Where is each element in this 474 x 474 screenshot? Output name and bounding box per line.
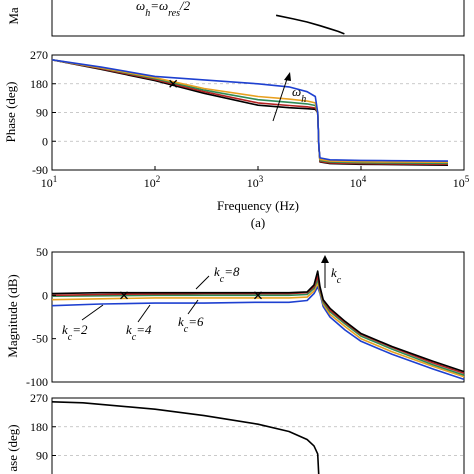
omega-arrow-head bbox=[284, 72, 291, 81]
x-tick-label: 103 bbox=[247, 174, 264, 190]
x-marker bbox=[169, 79, 178, 88]
series-line-a_phase-1 bbox=[51, 59, 449, 166]
panel-a-magnitude-ylabel: Ma bbox=[6, 7, 21, 25]
x-marker bbox=[120, 291, 128, 300]
y-tick-label: 180 bbox=[30, 420, 48, 434]
series-line-a_phase-3 bbox=[51, 59, 449, 164]
kc2-label: kc=2 bbox=[62, 322, 88, 343]
kc-label: kc bbox=[331, 265, 342, 286]
y-tick-label: 90 bbox=[36, 449, 48, 463]
y-tick-label: 0 bbox=[42, 134, 48, 148]
series-line-b_magnitude-4 bbox=[51, 270, 465, 373]
series-line-a_magnitude-0 bbox=[275, 14, 345, 35]
kc8-arrow bbox=[195, 275, 210, 290]
y-tick-label: 50 bbox=[36, 245, 48, 259]
top-formula-label: ωh=ωres/2 bbox=[136, 0, 191, 19]
panel-b-phase: 90 180 270 ase (deg) bbox=[5, 391, 465, 474]
y-tick-label: -50 bbox=[32, 332, 48, 346]
series-line-b_magnitude-0 bbox=[51, 285, 465, 381]
x-tick-label: 101 bbox=[41, 174, 58, 190]
y-tick-label: 0 bbox=[42, 288, 48, 302]
panel-b-phase-ylabel: ase (deg) bbox=[5, 424, 20, 471]
panel-a-caption: (a) bbox=[251, 215, 265, 230]
omega-arrow bbox=[272, 75, 289, 122]
panel-a-phase: -90 0 90 180 270 101 102 103 104 105 Phase (deg)… bbox=[3, 48, 470, 230]
series-line-a_phase-2 bbox=[51, 59, 449, 165]
panel-b-magnitude-ylabel: Magnitude (dB) bbox=[5, 274, 20, 357]
kc-arrow-head bbox=[321, 255, 329, 263]
kc4-arrow bbox=[137, 304, 151, 323]
kc8-label: kc=8 bbox=[214, 264, 240, 285]
kc6-label: kc=6 bbox=[178, 314, 204, 335]
panel-a-magnitude: Ma ωh=ωres/2 bbox=[6, 0, 465, 37]
series-line-b_magnitude-1 bbox=[51, 282, 465, 378]
panel-b-magnitude: -100 -50 0 50 Magnitude (dB) kc=8 kc=2 kc=4… bbox=[5, 245, 465, 389]
panel-a-phase-ylabel: Phase (deg) bbox=[3, 81, 18, 142]
y-tick-label: -90 bbox=[32, 163, 48, 177]
y-tick-label: 90 bbox=[36, 106, 48, 120]
omega-h-label: ωh bbox=[292, 84, 306, 105]
kc6-arrow bbox=[187, 299, 199, 315]
x-tick-label: 105 bbox=[453, 174, 470, 190]
y-tick-label: -100 bbox=[26, 375, 48, 389]
x-tick-label: 102 bbox=[144, 174, 161, 190]
series-line-a_phase-4 bbox=[51, 59, 449, 162]
y-tick-label: 270 bbox=[30, 48, 48, 62]
y-tick-label: 180 bbox=[30, 77, 48, 91]
kc2-arrow bbox=[81, 304, 104, 321]
series-line-b_phase-0 bbox=[51, 401, 320, 474]
kc4-label: kc=4 bbox=[126, 322, 152, 343]
panel-a-xlabel: Frequency (Hz) bbox=[217, 198, 299, 213]
x-marker bbox=[254, 291, 262, 300]
x-tick-label: 104 bbox=[350, 174, 367, 190]
y-tick-label: 270 bbox=[30, 391, 48, 405]
